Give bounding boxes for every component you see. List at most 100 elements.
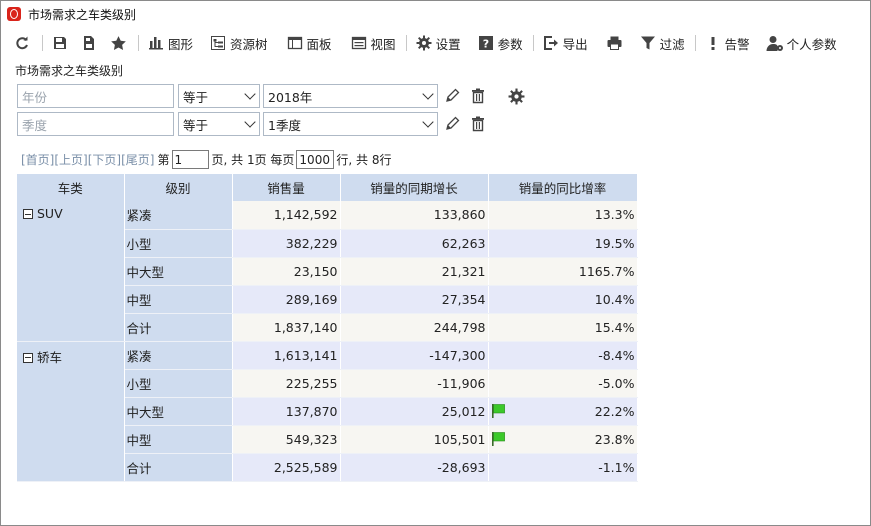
save-as-button[interactable] xyxy=(76,31,105,55)
help-icon: ? xyxy=(477,34,495,52)
pencil-icon xyxy=(446,116,460,130)
category-cell: 轿车 xyxy=(17,341,125,482)
page-prefix: 第 xyxy=(157,152,170,167)
year-field-input[interactable]: 年份 xyxy=(17,84,174,108)
level-cell: 小型 xyxy=(124,369,233,398)
sales-cell: 1,142,592 xyxy=(232,201,341,230)
export-icon xyxy=(542,34,560,52)
gear-icon xyxy=(415,34,433,52)
quarter-operator-value: 等于 xyxy=(183,117,209,133)
quarter-value-select[interactable]: 1季度 xyxy=(263,112,438,136)
total-rows-text: 行, 共 8行 xyxy=(336,152,392,167)
filter-button-label: 过滤 xyxy=(659,36,685,52)
chevron-down-icon xyxy=(422,116,434,128)
table-row: 小型 382,229 62,263 19.5% xyxy=(17,229,638,258)
settings-button[interactable]: 设置 xyxy=(411,31,465,55)
chevron-down-icon xyxy=(244,88,256,100)
delete-filter-button[interactable] xyxy=(468,86,488,106)
category-cell: SUV xyxy=(17,201,125,342)
delete-filter-button[interactable] xyxy=(468,114,488,134)
favorite-button[interactable] xyxy=(105,31,134,55)
table-row: 中型 289,169 27,354 10.4% xyxy=(17,285,638,314)
view-button[interactable]: 视图 xyxy=(346,31,400,55)
growth-cell: 27,354 xyxy=(340,285,489,314)
filter-settings-button[interactable] xyxy=(506,86,526,106)
save-button[interactable] xyxy=(47,31,76,55)
chart-button-label: 图形 xyxy=(168,36,194,52)
growth-cell: 105,501 xyxy=(340,425,489,454)
chevron-down-icon xyxy=(244,116,256,128)
table-row: 合计 2,525,589 -28,693 -1.1% xyxy=(17,453,638,482)
personal-params-button[interactable]: 个人参数 xyxy=(762,31,841,55)
edit-filter-button[interactable] xyxy=(442,86,462,106)
svg-text:?: ? xyxy=(482,38,488,51)
report-table: 车类 级别 销售量 销量的同期增长 销量的同比增率 SUV 紧凑 1,142,592… xyxy=(17,174,638,482)
sales-cell: 137,870 xyxy=(232,397,341,426)
filter-button[interactable]: 过滤 xyxy=(635,31,689,55)
table-row: 中型 549,323 105,501 23.8% xyxy=(17,425,638,454)
quarter-operator-select[interactable]: 等于 xyxy=(178,112,260,136)
year-operator-value: 等于 xyxy=(183,89,209,105)
growth-cell: 25,012 xyxy=(340,397,489,426)
panel-button-label: 面板 xyxy=(306,36,332,52)
sales-cell: 1,837,140 xyxy=(232,313,341,342)
rate-cell: 22.2% xyxy=(488,397,638,426)
report-title: 市场需求之车类级别 xyxy=(15,64,124,78)
toolbar: 图形 资源树 面板 视图 设置 ? 参数 导出 xyxy=(9,31,841,55)
edit-filter-button[interactable] xyxy=(442,114,462,134)
column-header[interactable]: 销量的同比增率 xyxy=(488,174,638,201)
category-label: 轿车 xyxy=(37,349,63,365)
sales-cell: 225,255 xyxy=(232,369,341,398)
view-icon xyxy=(350,34,368,52)
sales-cell: 382,229 xyxy=(232,229,341,258)
column-header[interactable]: 销量的同期增长 xyxy=(340,174,489,201)
table-row: 中大型 137,870 25,012 22.2% xyxy=(17,397,638,426)
refresh-icon xyxy=(13,34,31,52)
save-icon xyxy=(51,34,69,52)
level-cell: 紧凑 xyxy=(124,341,233,370)
next-page-link[interactable]: [下页] xyxy=(87,152,122,167)
growth-cell: 133,860 xyxy=(340,201,489,230)
column-header[interactable]: 销售量 xyxy=(232,174,341,201)
last-page-link[interactable]: [尾页] xyxy=(121,152,155,167)
first-page-link[interactable]: [首页] xyxy=(21,152,55,167)
year-value-select[interactable]: 2018年 xyxy=(263,84,438,108)
print-button[interactable] xyxy=(602,31,631,55)
chart-button[interactable]: 图形 xyxy=(143,31,197,55)
column-header[interactable]: 级别 xyxy=(124,174,233,201)
prev-page-link[interactable]: [上页] xyxy=(54,152,88,167)
tree-icon xyxy=(209,34,227,52)
resource-tree-button[interactable]: 资源树 xyxy=(205,31,272,55)
star-icon xyxy=(109,34,127,52)
toolbar-divider xyxy=(138,35,139,51)
page-info: 页, 共 1页 每页 xyxy=(211,152,295,167)
category-label: SUV xyxy=(37,206,63,221)
panel-button[interactable]: 面板 xyxy=(282,31,336,55)
collapse-icon[interactable] xyxy=(23,209,33,219)
sales-cell: 289,169 xyxy=(232,285,341,314)
per-page-input[interactable]: 1000 xyxy=(296,149,335,169)
table-row: 轿车 紧凑 1,613,141 -147,300 -8.4% xyxy=(17,341,638,482)
funnel-icon xyxy=(639,34,657,52)
collapse-icon[interactable] xyxy=(23,352,33,363)
alert-button[interactable]: 告警 xyxy=(700,31,754,55)
column-header[interactable]: 车类 xyxy=(17,174,125,201)
quarter-field-input[interactable]: 季度 xyxy=(17,112,174,136)
export-button-label: 导出 xyxy=(562,36,588,52)
export-button[interactable]: 导出 xyxy=(538,31,592,55)
level-cell: 中大型 xyxy=(124,397,233,426)
level-cell: 合计 xyxy=(124,313,233,342)
sales-cell: 1,613,141 xyxy=(232,341,341,370)
params-button[interactable]: ? 参数 xyxy=(473,31,527,55)
level-cell: 中大型 xyxy=(124,257,233,286)
filter-row: 季度 等于 1季度 xyxy=(17,112,488,136)
page-number-input[interactable]: 1 xyxy=(171,149,209,169)
sales-cell: 23,150 xyxy=(232,257,341,286)
rate-cell: -8.4% xyxy=(488,341,638,370)
growth-cell: -147,300 xyxy=(340,341,489,370)
rate-cell: 13.3% xyxy=(488,201,638,230)
window-title: 市场需求之车类级别 xyxy=(28,7,137,22)
year-operator-select[interactable]: 等于 xyxy=(178,84,260,108)
refresh-button[interactable] xyxy=(9,31,38,55)
